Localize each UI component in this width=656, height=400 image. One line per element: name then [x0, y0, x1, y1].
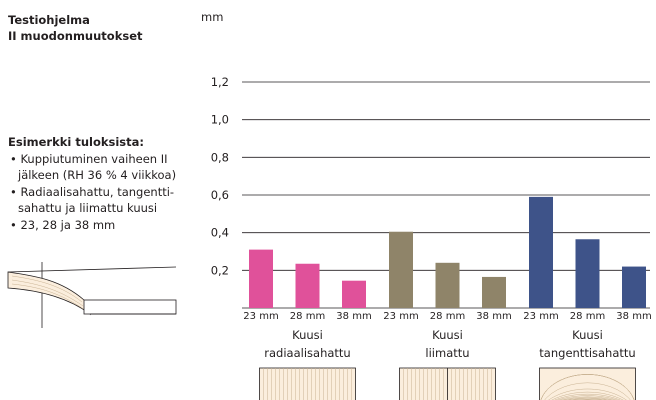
- group-label-line1: Kuusi: [572, 328, 603, 342]
- bar: [529, 196, 553, 308]
- title-line-2: II muodonmuutokset: [8, 29, 143, 43]
- test-program-title: Testiohjelma II muodonmuutokset: [8, 12, 198, 44]
- y-unit-label: mm: [201, 10, 223, 24]
- wood-grain-ring: [556, 395, 619, 400]
- x-tick-label: 23 mm: [523, 311, 558, 322]
- results-heading: Esimerkki tuloksista:: [8, 135, 145, 149]
- bar: [622, 266, 646, 308]
- bar: [575, 239, 600, 308]
- bar: [389, 231, 413, 308]
- wood-grain-ring: [551, 391, 624, 400]
- x-tick-label: 28 mm: [290, 311, 325, 322]
- wood-grain-ring: [559, 396, 616, 400]
- group-label-line2: tangenttisahattu: [539, 346, 635, 360]
- bar: [295, 263, 320, 308]
- x-tick-label: 28 mm: [570, 311, 605, 322]
- y-tick-label: 1,0: [211, 113, 229, 127]
- y-tick-label: 0,6: [211, 188, 229, 202]
- y-tick-label: 0,2: [211, 263, 229, 277]
- x-tick-label: 38 mm: [616, 311, 651, 322]
- group-label-line1: Kuusi: [292, 328, 323, 342]
- bar: [342, 280, 366, 308]
- y-tick-label: 0,4: [211, 226, 229, 240]
- bullet-item: • Radiaalisahattu, tangentti-sahattu ja …: [10, 184, 175, 216]
- bar: [249, 249, 273, 308]
- group-label-line1: Kuusi: [432, 328, 463, 342]
- bar: [435, 262, 460, 308]
- wood-grain-ring: [544, 382, 631, 400]
- bar: [482, 276, 506, 308]
- x-tick-label: 23 mm: [243, 311, 278, 322]
- title-line-1: Testiohjelma: [8, 13, 90, 27]
- x-tick-label: 28 mm: [430, 311, 465, 322]
- group-label-line2: liimattu: [425, 346, 469, 360]
- cupping-diagram: [7, 262, 177, 328]
- x-tick-label: 38 mm: [336, 311, 371, 322]
- wood-grain-ring: [554, 393, 621, 400]
- results-description: Esimerkki tuloksista: • Kuppiutuminen va…: [8, 134, 198, 233]
- y-tick-label: 1,2: [211, 75, 229, 89]
- x-tick-label: 38 mm: [476, 311, 511, 322]
- bullet-item: • 23, 28 ja 38 mm: [10, 217, 116, 232]
- y-tick-label: 0,8: [211, 150, 229, 164]
- wood-grain-ring: [563, 397, 612, 400]
- x-tick-label: 23 mm: [383, 311, 418, 322]
- wood-grain-ring: [570, 399, 605, 400]
- wood-grain-ring: [540, 374, 635, 400]
- bullet-item: • Kuppiutuminen vaiheen II jälkeen (RH 3…: [10, 151, 177, 183]
- group-label-line2: radiaalisahattu: [264, 346, 350, 360]
- wood-grain-ring: [566, 398, 609, 400]
- wood-section-frame: [539, 367, 636, 400]
